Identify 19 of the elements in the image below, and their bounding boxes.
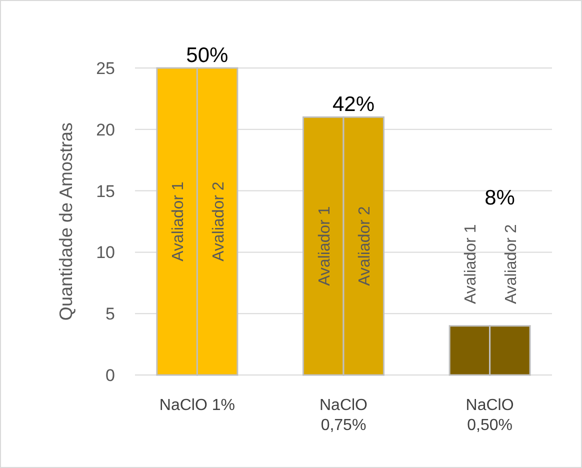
annotation: 42% — [332, 93, 375, 116]
y-tick-label: 25 — [96, 58, 115, 78]
text: Avaliador 1 — [316, 206, 334, 286]
text: 50% — [186, 44, 228, 67]
y-tick-label: 20 — [96, 120, 115, 140]
annotation: 8% — [484, 186, 515, 210]
x-tick-label: NaClO 0,50% — [466, 397, 514, 434]
y-tick-label: 0 — [106, 366, 115, 385]
text: Avaliador 2 — [356, 206, 374, 286]
x-tick-label: NaClO 1% — [159, 397, 235, 414]
y-tick-label: 10 — [96, 243, 115, 262]
series-label: Avaliador 1 — [170, 182, 188, 262]
text: Avaliador 2 — [502, 224, 520, 304]
x-tick-label: NaClO 0,75% — [319, 397, 368, 434]
text: Avaliador 1 — [462, 224, 480, 304]
y-tick-label: 5 — [106, 304, 115, 324]
series-label: Avaliador 2 — [210, 182, 228, 262]
y-axis-title: Quantidade de Amostras — [56, 122, 76, 321]
y-tick-label: 15 — [96, 182, 115, 201]
